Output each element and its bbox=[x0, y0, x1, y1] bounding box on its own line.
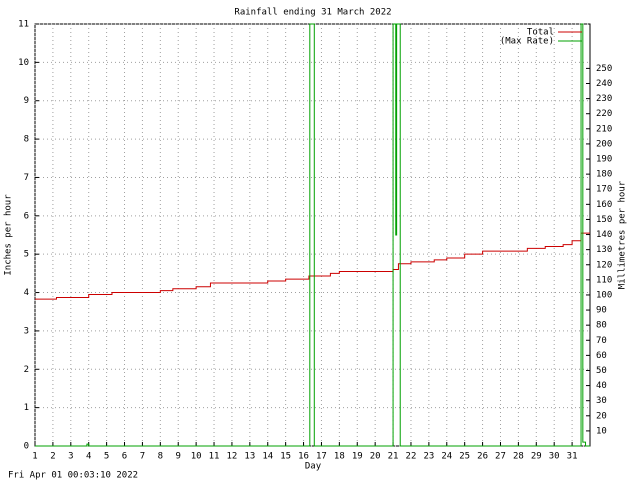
y2-tick-label: 90 bbox=[596, 306, 607, 316]
x-tick-label: 14 bbox=[262, 452, 273, 462]
y-tick-label: 5 bbox=[24, 250, 29, 260]
y-tick-label: 7 bbox=[24, 173, 29, 183]
legend-label: (Max Rate) bbox=[500, 37, 554, 47]
x-tick-label: 2 bbox=[50, 452, 55, 462]
y-axis-label: Inches per hour bbox=[4, 194, 14, 276]
x-tick-label: 1 bbox=[32, 452, 37, 462]
x-tick-label: 26 bbox=[477, 452, 488, 462]
x-tick-label: 7 bbox=[140, 452, 145, 462]
x-tick-label: 31 bbox=[567, 452, 578, 462]
data-line bbox=[35, 232, 590, 300]
x-tick-label: 24 bbox=[441, 452, 452, 462]
x-tick-label: 3 bbox=[68, 452, 73, 462]
x-tick-label: 10 bbox=[191, 452, 202, 462]
y2-tick-label: 120 bbox=[596, 260, 612, 270]
y2-tick-label: 30 bbox=[596, 396, 607, 406]
y2-tick-label: 20 bbox=[596, 411, 607, 421]
y2-tick-label: 240 bbox=[596, 79, 612, 89]
data-line bbox=[35, 23, 590, 447]
y2-tick-label: 100 bbox=[596, 290, 612, 300]
y2-tick-label: 210 bbox=[596, 124, 612, 134]
y2-tick-label: 60 bbox=[596, 351, 607, 361]
y-tick-label: 9 bbox=[24, 96, 29, 106]
x-tick-label: 18 bbox=[334, 452, 345, 462]
y2-tick-label: 230 bbox=[596, 94, 612, 104]
x-axis-label: Day bbox=[305, 462, 322, 472]
y2-tick-label: 10 bbox=[596, 426, 607, 436]
y-tick-label: 1 bbox=[24, 403, 29, 413]
y2-tick-label: 250 bbox=[596, 64, 612, 74]
x-tick-label: 22 bbox=[406, 452, 417, 462]
x-tick-label: 25 bbox=[459, 452, 470, 462]
y2-tick-label: 50 bbox=[596, 366, 607, 376]
y-tick-label: 11 bbox=[18, 20, 29, 30]
x-tick-label: 11 bbox=[209, 452, 220, 462]
y2-tick-label: 80 bbox=[596, 321, 607, 331]
x-tick-label: 13 bbox=[244, 452, 255, 462]
x-tick-label: 15 bbox=[280, 452, 291, 462]
y2-tick-label: 70 bbox=[596, 336, 607, 346]
y2-tick-label: 140 bbox=[596, 230, 612, 240]
chart-title: Rainfall ending 31 March 2022 bbox=[234, 8, 391, 18]
legend-label: Total bbox=[527, 28, 554, 38]
y2-tick-label: 200 bbox=[596, 139, 612, 149]
x-tick-label: 8 bbox=[158, 452, 163, 462]
x-tick-label: 28 bbox=[513, 452, 524, 462]
y-tick-label: 8 bbox=[24, 135, 29, 145]
x-tick-label: 12 bbox=[227, 452, 238, 462]
x-tick-label: 30 bbox=[549, 452, 560, 462]
y-tick-label: 0 bbox=[24, 442, 29, 452]
x-tick-label: 23 bbox=[423, 452, 434, 462]
timestamp: Fri Apr 01 00:03:10 2022 bbox=[8, 471, 138, 480]
x-tick-label: 16 bbox=[298, 452, 309, 462]
y-tick-label: 10 bbox=[18, 58, 29, 68]
y2-tick-label: 130 bbox=[596, 245, 612, 255]
x-tick-label: 4 bbox=[86, 452, 91, 462]
x-tick-label: 21 bbox=[388, 452, 399, 462]
y-tick-label: 3 bbox=[24, 326, 29, 336]
y2-tick-label: 180 bbox=[596, 170, 612, 180]
x-tick-label: 20 bbox=[370, 452, 381, 462]
y2-tick-label: 220 bbox=[596, 109, 612, 119]
y2-tick-label: 160 bbox=[596, 200, 612, 210]
x-tick-label: 9 bbox=[176, 452, 181, 462]
y-tick-label: 4 bbox=[24, 288, 29, 298]
x-tick-label: 29 bbox=[531, 452, 542, 462]
x-tick-label: 27 bbox=[495, 452, 506, 462]
y2-tick-label: 190 bbox=[596, 155, 612, 165]
plot-frame bbox=[34, 23, 591, 447]
y-tick-label: 6 bbox=[24, 211, 29, 221]
y2-axis-label: Millimetres per hour bbox=[618, 180, 628, 289]
y2-tick-label: 170 bbox=[596, 185, 612, 195]
y-tick-label: 2 bbox=[24, 365, 29, 375]
y2-tick-label: 110 bbox=[596, 275, 612, 285]
x-tick-label: 19 bbox=[352, 452, 363, 462]
x-tick-label: 17 bbox=[316, 452, 327, 462]
x-tick-label: 6 bbox=[122, 452, 127, 462]
y2-tick-label: 150 bbox=[596, 215, 612, 225]
y2-tick-label: 40 bbox=[596, 381, 607, 391]
x-tick-label: 5 bbox=[104, 452, 109, 462]
